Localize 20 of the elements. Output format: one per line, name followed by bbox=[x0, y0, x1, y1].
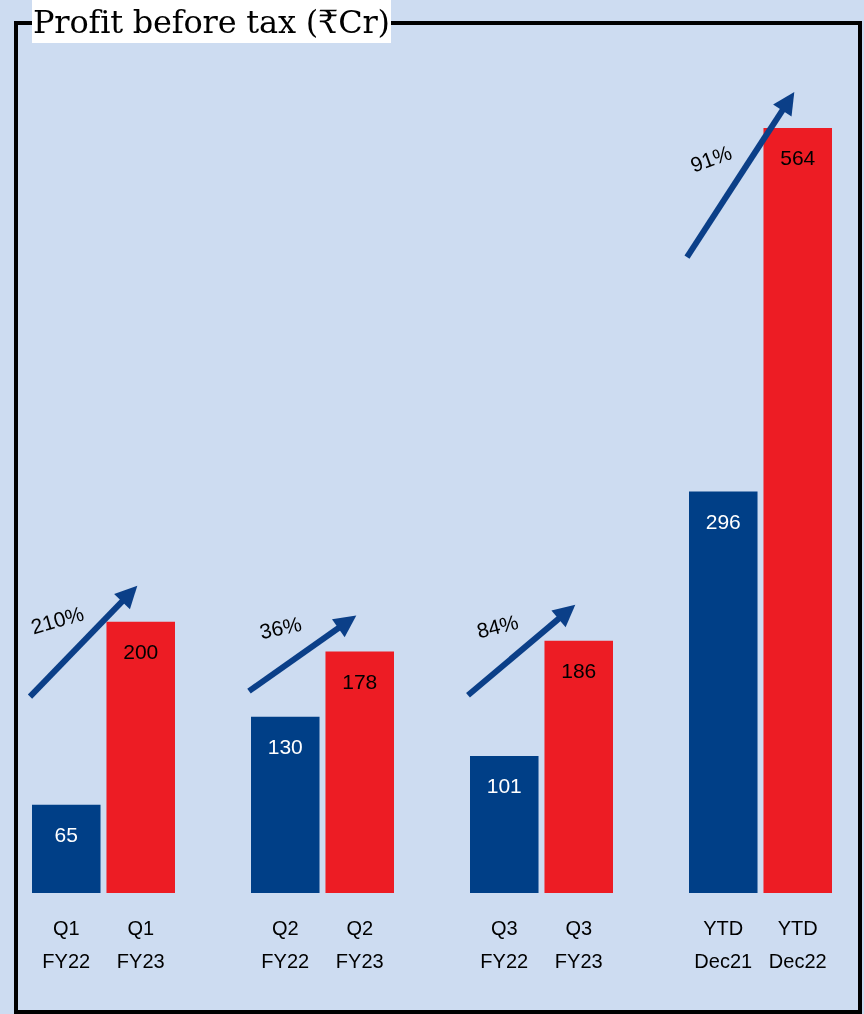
data-label: 296 bbox=[705, 509, 741, 533]
x-tick-label: YTD Dec22 bbox=[768, 916, 827, 972]
x-tick-label: Q3 FY23 bbox=[554, 916, 603, 972]
data-label: 101 bbox=[486, 774, 522, 798]
data-label: 130 bbox=[267, 734, 303, 758]
annotation: 91% bbox=[687, 140, 735, 177]
x-tick-label: Q1 FY23 bbox=[116, 916, 165, 972]
data-label: 200 bbox=[123, 639, 159, 663]
data-label: 65 bbox=[54, 822, 78, 846]
x-tick-label: Q2 FY22 bbox=[261, 916, 310, 972]
annotation: 210% bbox=[28, 601, 87, 639]
x-tick-label: Q3 FY22 bbox=[480, 916, 529, 972]
x-tick-label: Q2 FY23 bbox=[335, 916, 384, 972]
data-label: 564 bbox=[780, 146, 816, 169]
x-tick-label: Q1 FY22 bbox=[42, 916, 91, 972]
annotation: 36% bbox=[257, 611, 304, 644]
data-label: 178 bbox=[342, 669, 378, 693]
x-tick-label: YTD Dec21 bbox=[694, 916, 753, 972]
annotation: 84% bbox=[474, 609, 521, 643]
data-label: 186 bbox=[561, 658, 597, 682]
